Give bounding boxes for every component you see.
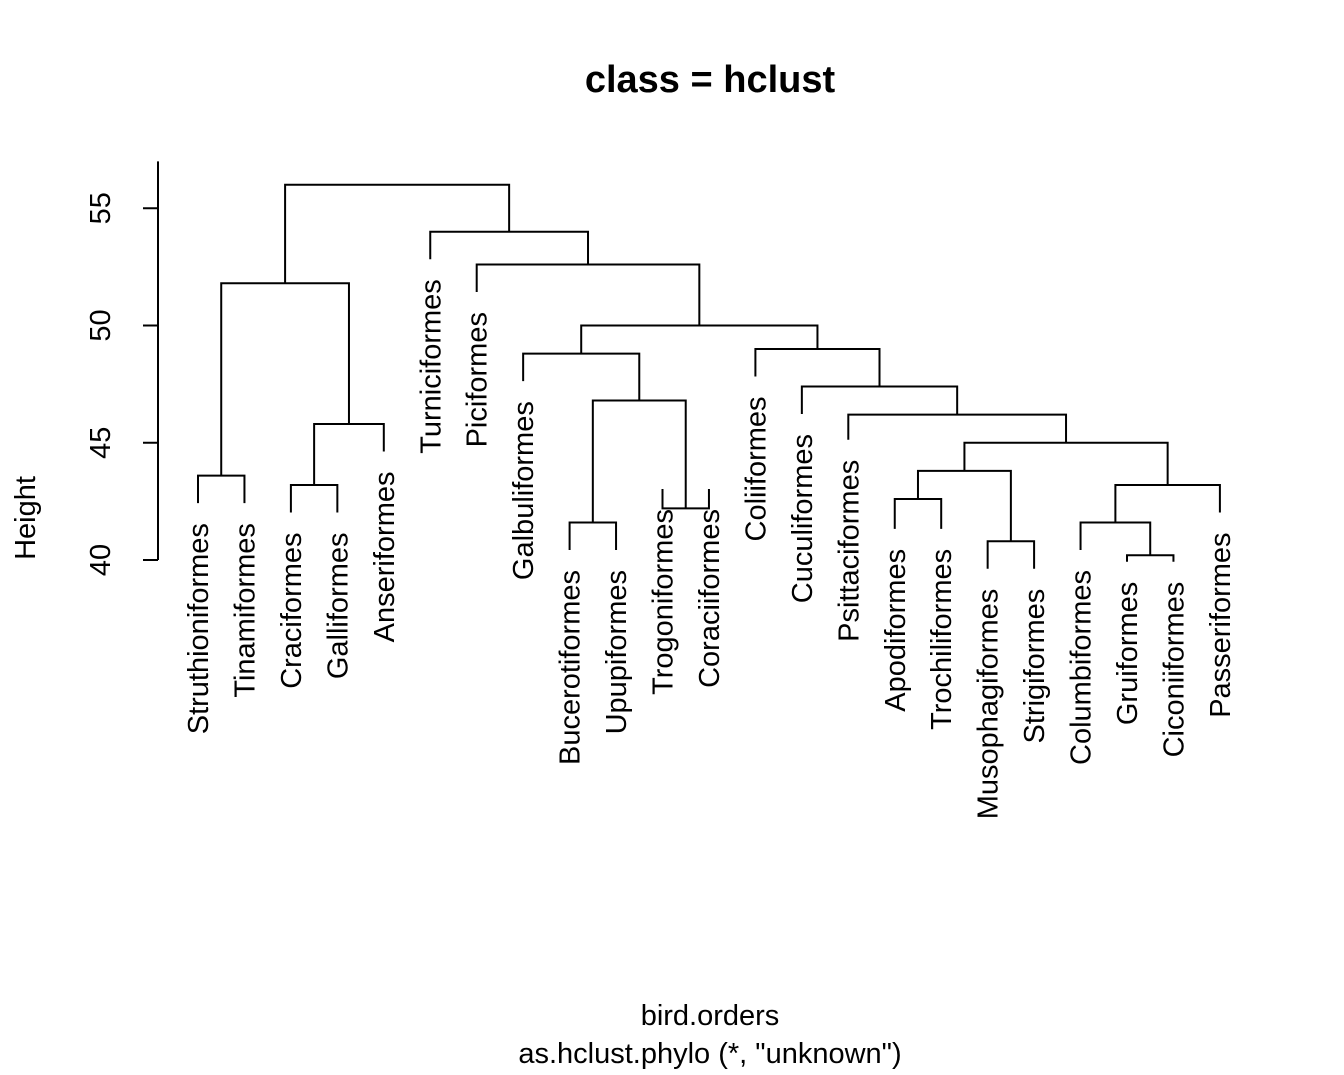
leaf-label: Musophagiformes bbox=[973, 589, 1005, 820]
dendrogram-branch bbox=[1114, 483, 1221, 523]
x-axis-label: bird.orders bbox=[641, 1000, 780, 1032]
leaf-label: Galliformes bbox=[322, 532, 354, 679]
leaf-label: Coliiformes bbox=[740, 396, 772, 541]
dendrogram-branch bbox=[800, 385, 959, 415]
leaf-label: Trochiliformes bbox=[926, 549, 958, 730]
chart-subtitle: as.hclust.phylo (*, "unknown") bbox=[518, 1038, 901, 1070]
leaf-label: Bucerotiformes bbox=[555, 570, 587, 765]
y-tick-label: 40 bbox=[85, 544, 117, 576]
leaf-label: Gruiformes bbox=[1112, 582, 1144, 725]
leaf-label: Cuculiformes bbox=[787, 434, 819, 603]
dendrogram-branch bbox=[916, 469, 1012, 542]
dendrogram-branch bbox=[1126, 554, 1175, 562]
leaf-label: Anseriformes bbox=[369, 472, 401, 643]
y-tick-label: 55 bbox=[85, 192, 117, 224]
leaf-label: Tinamiformes bbox=[229, 523, 261, 698]
dendrogram-branch bbox=[522, 352, 641, 401]
leaf-label: Psittaciformes bbox=[833, 460, 865, 642]
dendrogram-branch bbox=[220, 282, 350, 476]
leaf-label: Turniciformes bbox=[415, 279, 447, 454]
dendrogram-branch bbox=[429, 230, 590, 265]
y-axis-label: Height bbox=[10, 476, 42, 560]
leaf-labels: Struthioniformes Tinamiformes Craciformes G… bbox=[183, 279, 1237, 819]
dendrogram-branch bbox=[847, 413, 1068, 443]
y-axis: 40 45 50 55 bbox=[85, 161, 159, 576]
dendrogram-branch bbox=[568, 521, 618, 550]
dendrogram-branch bbox=[754, 347, 881, 387]
dendrogram-branch bbox=[475, 263, 701, 326]
leaf-label: Piciformes bbox=[462, 312, 494, 447]
dendrogram-branch bbox=[963, 441, 1169, 485]
leaf-label: Craciformes bbox=[276, 532, 308, 688]
leaf-label: Columbiformes bbox=[1066, 570, 1098, 765]
y-tick-label: 45 bbox=[85, 427, 117, 459]
leaf-label: Trogoniformes bbox=[648, 509, 680, 695]
dendrogram-branch bbox=[591, 399, 687, 523]
dendrogram-branch bbox=[1079, 521, 1152, 556]
leaf-label: Galbuliformes bbox=[508, 401, 540, 580]
dendrogram-branch bbox=[986, 540, 1036, 569]
leaf-label: Passeriformes bbox=[1205, 532, 1237, 717]
y-tick-label: 50 bbox=[85, 309, 117, 341]
leaf-label: Strigiformes bbox=[1019, 589, 1051, 744]
chart-title: class = hclust bbox=[585, 59, 836, 101]
dendrogram-branch bbox=[893, 498, 943, 529]
leaf-label: Struthioniformes bbox=[183, 523, 215, 734]
leaf-label: Ciconiiformes bbox=[1158, 582, 1190, 758]
dendrogram-branch bbox=[197, 474, 246, 504]
leaf-label: Coraciiformes bbox=[694, 509, 726, 688]
dendrogram-branches bbox=[197, 183, 1221, 569]
dendrogram-branch bbox=[289, 483, 339, 513]
leaf-label: Upupiformes bbox=[601, 570, 633, 734]
dendrogram-branch bbox=[284, 183, 511, 284]
leaf-label: Apodiformes bbox=[880, 549, 912, 712]
